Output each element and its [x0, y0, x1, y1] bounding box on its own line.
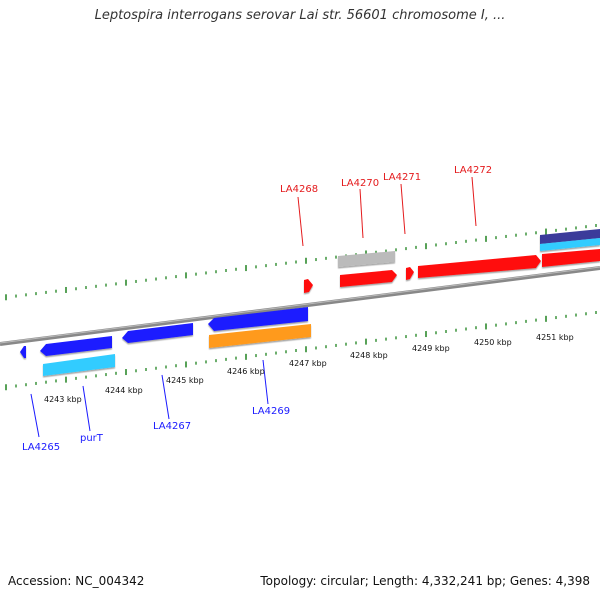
- scale-label: 4246 kbp: [227, 367, 265, 376]
- accession-label: Accession: NC_004342: [8, 574, 145, 588]
- feature-cyan-top[interactable]: [540, 238, 600, 251]
- bottom-label-leaders: [30, 359, 269, 438]
- gene-cds-small-left[interactable]: [20, 346, 26, 358]
- forward-strand-features: [304, 229, 600, 293]
- reverse-strand-features: [20, 307, 311, 376]
- scale-label: 4247 kbp: [289, 359, 327, 368]
- scale-label: 4248 kbp: [350, 351, 388, 360]
- gene-label-purT[interactable]: purT: [80, 433, 104, 444]
- scale-label: 4245 kbp: [166, 376, 204, 385]
- feature-navy[interactable]: [540, 229, 600, 244]
- scale-label: 4243 kbp: [44, 395, 82, 404]
- gene-label-la4265[interactable]: LA4265: [22, 442, 60, 453]
- scale-label: 4250 kbp: [474, 338, 512, 347]
- genome-summary: Topology: circular; Length: 4,332,241 bp…: [260, 574, 590, 588]
- gene-label-la4270[interactable]: LA4270: [341, 178, 379, 189]
- chromosome-backbone: [0, 266, 600, 346]
- gene-label-la4268[interactable]: LA4268: [280, 184, 318, 195]
- gene-cds-purT[interactable]: [43, 354, 115, 376]
- tick-ring-outer: [5, 223, 597, 301]
- genome-title: Leptospira interrogans serovar Lai str. …: [94, 8, 506, 23]
- feature-orange[interactable]: [209, 324, 311, 348]
- tick-ring-inner: [5, 311, 597, 391]
- gene-label-la4271[interactable]: LA4271: [383, 172, 421, 183]
- gene-label-la4269[interactable]: LA4269: [252, 406, 290, 417]
- gene-cds-la4272[interactable]: [418, 255, 541, 278]
- gene-cds-la4268[interactable]: [304, 279, 313, 293]
- chromosome-backbone-highlight: [0, 266, 600, 344]
- scale-labels: 4243 kbp 4244 kbp 4245 kbp 4246 kbp 4247…: [44, 333, 574, 404]
- gene-cds-la4271[interactable]: [406, 267, 414, 280]
- gene-label-la4267[interactable]: LA4267: [153, 421, 191, 432]
- gene-label-la4272[interactable]: LA4272: [454, 165, 492, 176]
- scale-label: 4251 kbp: [536, 333, 574, 342]
- gene-cds-la4267[interactable]: [122, 323, 193, 343]
- feature-gray-rna[interactable]: [338, 251, 395, 267]
- gene-cds-la4270[interactable]: [340, 270, 397, 287]
- gene-cds-next[interactable]: [542, 249, 600, 267]
- gene-cds-la4269[interactable]: [208, 307, 308, 331]
- scale-label: 4249 kbp: [412, 344, 450, 353]
- scale-label: 4244 kbp: [105, 386, 143, 395]
- gene-cds-la4265[interactable]: [40, 336, 112, 356]
- top-label-leaders: [297, 176, 477, 247]
